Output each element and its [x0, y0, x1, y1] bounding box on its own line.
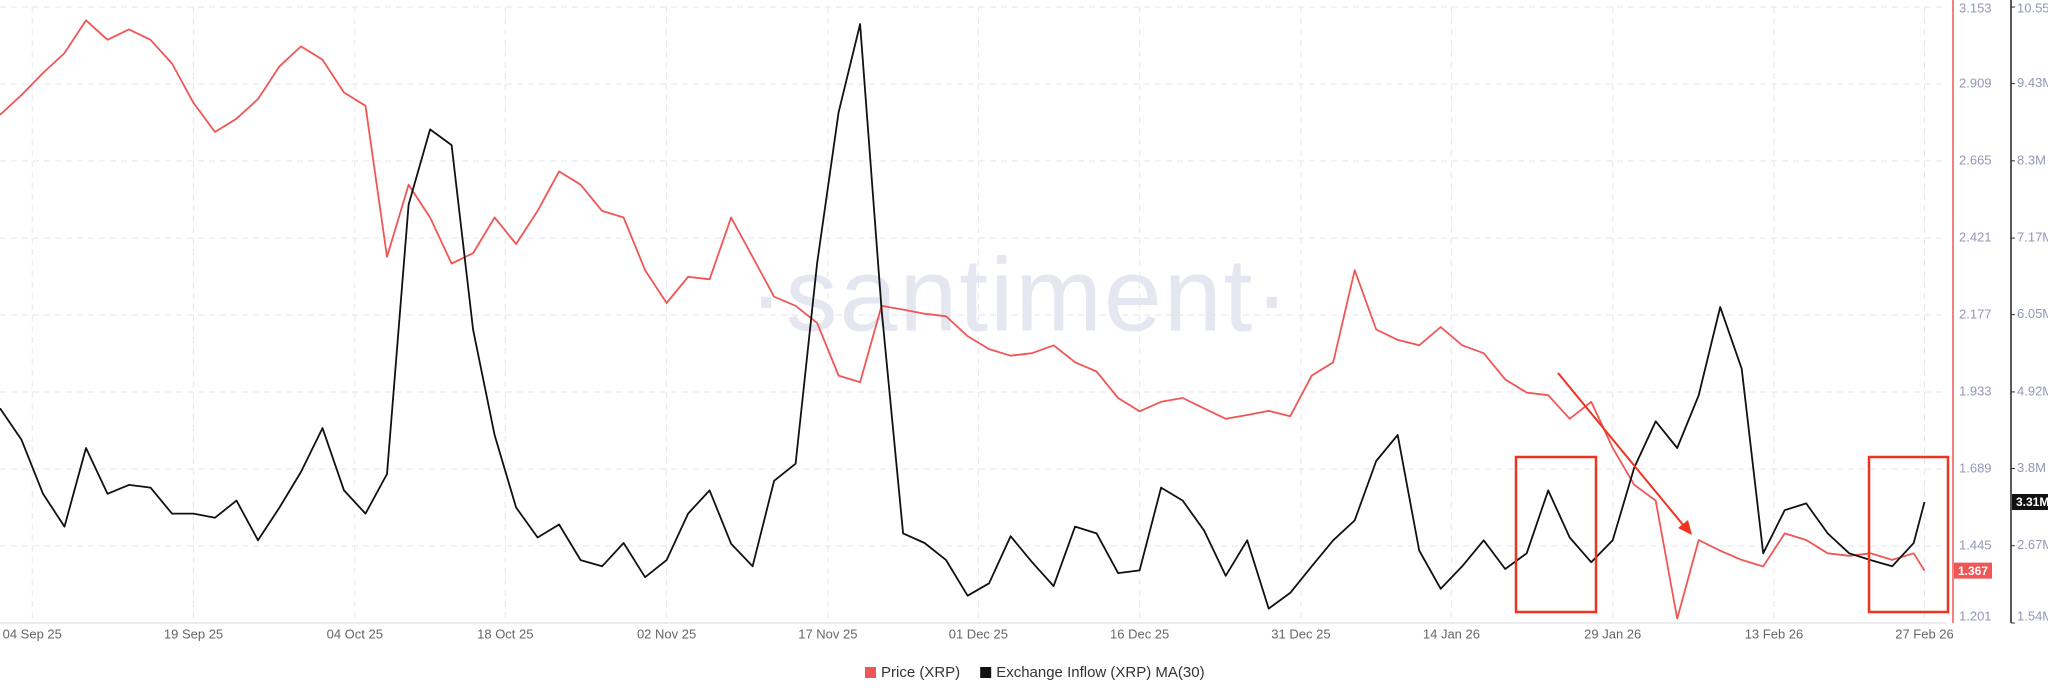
current-value-label: 3.31M	[2016, 495, 2048, 509]
x-tick-label: 01 Dec 25	[949, 626, 1008, 641]
x-tick-label: 29 Jan 26	[1584, 626, 1641, 641]
y2-tick-label: 6.05M	[2017, 306, 2048, 321]
legend-swatch	[980, 667, 992, 678]
y2-tick-label: 1.54M	[2017, 608, 2048, 623]
watermark: ·santiment·	[749, 237, 1291, 353]
current-value-badge	[1954, 562, 1992, 579]
y2-tick-label: 7.17M	[2017, 230, 2048, 245]
highlight-box	[1514, 455, 1598, 614]
axes: 04 Sep 25 19 Sep 25 04 Oct 25 18 Oct 25 02 N…	[0, 0, 2048, 641]
legend-label: Exchange Inflow (XRP) MA(30)	[996, 664, 1204, 681]
x-tick-label: 17 Nov 25	[798, 626, 857, 641]
y-tick-label: 1.445	[1959, 537, 1992, 552]
y-tick-label: 2.421	[1959, 229, 1992, 244]
series-line	[0, 23, 1926, 610]
y-tick-label: 1.933	[1959, 383, 1992, 398]
x-tick-label: 13 Feb 26	[1745, 626, 1804, 641]
y2-tick-label: 10.55M	[2017, 0, 2048, 15]
current-value-label: 1.367	[1958, 564, 1988, 578]
x-tick-label: 16 Dec 25	[1110, 626, 1169, 641]
x-tick-label: 04 Sep 25	[3, 626, 62, 641]
y2-tick-label: 9.43M	[2017, 75, 2048, 90]
y-tick-label: 3.153	[1959, 0, 1992, 15]
x-tick-label: 02 Nov 25	[637, 626, 696, 641]
y-tick-label: 1.689	[1959, 460, 1992, 475]
current-value-badge	[2012, 493, 2048, 510]
y-tick-label: 2.665	[1959, 152, 1992, 167]
trend-arrow	[1557, 372, 1685, 527]
highlight-box	[1867, 455, 1950, 614]
y-tick-label: 2.177	[1959, 306, 1992, 321]
y2-tick-label: 4.92M	[2017, 383, 2048, 398]
x-tick-label: 14 Jan 26	[1423, 626, 1480, 641]
lines	[0, 19, 1926, 620]
x-tick-label: 18 Oct 25	[477, 626, 533, 641]
y-tick-label: 2.909	[1959, 75, 1992, 90]
legend: Price (XRP) Exchange Inflow (XRP) MA(30)	[865, 664, 1205, 681]
y2-tick-label: 2.67M	[2017, 537, 2048, 552]
x-tick-label: 27 Feb 26	[1895, 626, 1954, 641]
legend-swatch	[865, 667, 876, 678]
y2-tick-label: 8.3M	[2017, 152, 2046, 167]
y-tick-label: 1.201	[1959, 608, 1992, 623]
x-tick-label: 19 Sep 25	[164, 626, 223, 641]
legend-label: Price (XRP)	[881, 664, 960, 681]
arrow-head	[1678, 520, 1692, 535]
x-tick-label: 31 Dec 25	[1271, 626, 1330, 641]
series-line	[0, 19, 1926, 620]
y2-tick-label: 3.8M	[2017, 460, 2046, 475]
x-tick-label: 04 Oct 25	[327, 626, 383, 641]
